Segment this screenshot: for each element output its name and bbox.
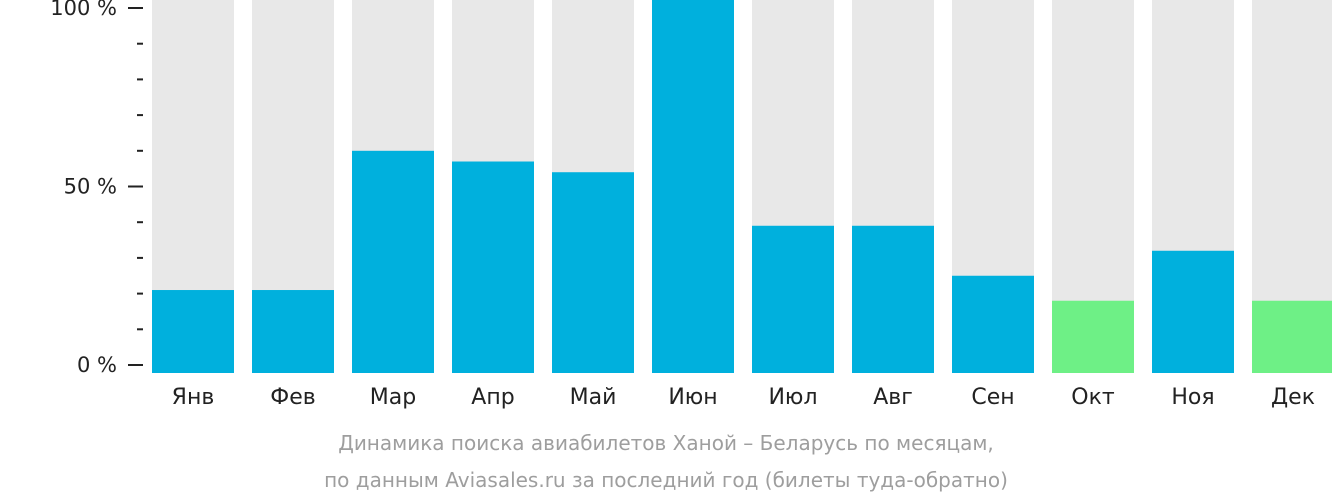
chart-caption-line-1: Динамика поиска авиабилетов Ханой – Бела…: [338, 431, 994, 455]
bar: [252, 290, 334, 373]
chart-caption-line-2: по данным Aviasales.ru за последний год …: [324, 468, 1008, 492]
x-tick-label: Дек: [1271, 385, 1315, 410]
x-tick-label: Сен: [971, 385, 1014, 410]
x-tick-label: Ноя: [1171, 385, 1214, 410]
y-tick-label: 100 %: [50, 0, 117, 20]
bar: [1052, 300, 1134, 373]
x-tick-label: Апр: [471, 385, 514, 410]
bar: [1152, 250, 1234, 373]
bar: [352, 150, 434, 373]
bar: [652, 0, 734, 373]
y-tick-label: 50 %: [64, 175, 117, 199]
bar: [752, 225, 834, 373]
bar: [852, 225, 934, 373]
bar: [152, 290, 234, 373]
x-tick-label: Май: [570, 385, 617, 410]
x-tick-label: Июн: [668, 385, 717, 410]
bar: [552, 172, 634, 373]
bar: [952, 275, 1034, 373]
x-tick-label: Авг: [873, 385, 913, 410]
x-tick-label: Окт: [1071, 385, 1115, 410]
y-tick-label: 0 %: [77, 353, 117, 377]
bar: [1252, 300, 1332, 373]
x-tick-label: Июл: [768, 385, 817, 410]
bar: [452, 161, 534, 373]
x-tick-label: Янв: [172, 385, 215, 410]
x-tick-label: Мар: [370, 385, 416, 410]
x-tick-label: Фев: [270, 385, 315, 410]
